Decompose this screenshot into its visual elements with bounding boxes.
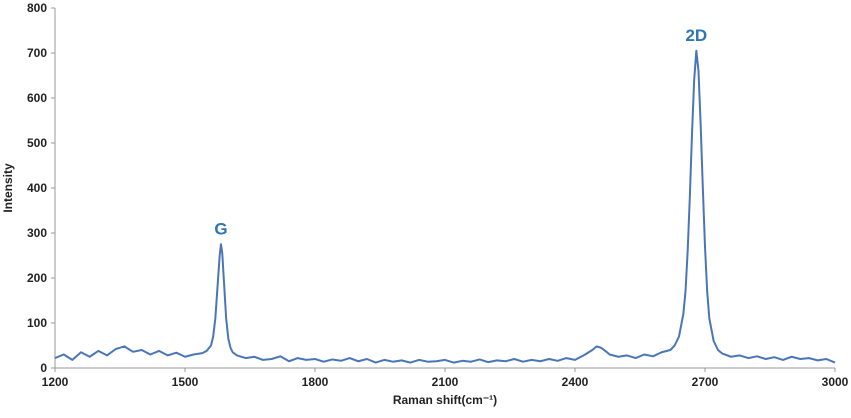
x-tick-label: 2700: [692, 375, 719, 389]
y-tick-label: 500: [27, 136, 47, 150]
peak-label: 2D: [685, 26, 707, 45]
y-tick-label: 400: [27, 181, 47, 195]
y-axis-label: Intensity: [1, 163, 15, 213]
y-tick-label: 0: [40, 361, 47, 375]
peak-label: G: [214, 219, 227, 238]
x-tick-label: 2400: [562, 375, 589, 389]
y-tick-label: 600: [27, 91, 47, 105]
y-tick-label: 700: [27, 46, 47, 60]
y-tick-label: 300: [27, 226, 47, 240]
y-tick-label: 800: [27, 1, 47, 15]
x-tick-label: 2100: [432, 375, 459, 389]
x-tick-label: 1800: [302, 375, 329, 389]
y-tick-label: 200: [27, 271, 47, 285]
x-tick-label: 1200: [42, 375, 69, 389]
x-axis-label: Raman shift(cm⁻¹): [393, 393, 497, 407]
y-tick-label: 100: [27, 316, 47, 330]
x-tick-label: 3000: [822, 375, 849, 389]
spectrum-line: [54, 49, 836, 364]
x-tick-label: 1500: [172, 375, 199, 389]
